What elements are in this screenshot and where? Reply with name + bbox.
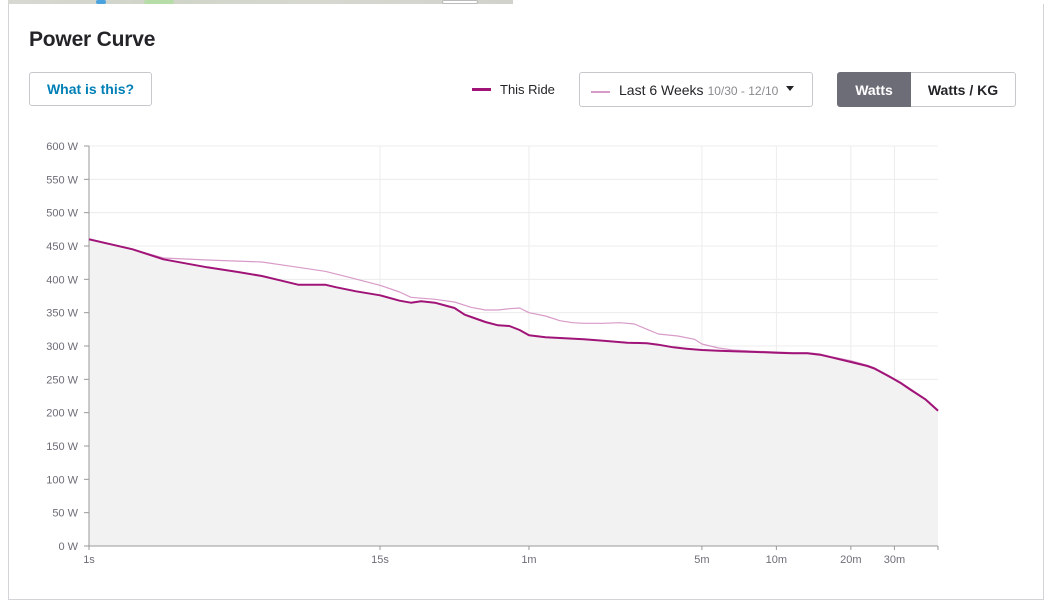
y-tick-label: 600 W [46, 141, 78, 153]
page-title: Power Curve [29, 28, 156, 51]
y-tick-label: 550 W [46, 174, 78, 186]
x-tick-label: 15s [371, 554, 389, 566]
x-tick-label: 20m [840, 554, 861, 566]
y-tick-label: 500 W [46, 208, 78, 220]
this-ride-swatch [472, 88, 491, 91]
legend-this-ride: This Ride [472, 82, 555, 97]
what-is-this-button[interactable]: What is this? [29, 72, 152, 106]
this-ride-area [89, 239, 938, 547]
map-terrain-patch [144, 0, 174, 4]
y-tick-label: 0 W [58, 541, 78, 553]
range-dates: 10/30 - 12/10 [707, 83, 779, 98]
x-tick-label: 1s [83, 554, 95, 566]
watts-toggle-button[interactable]: Watts [837, 72, 911, 107]
y-tick-label: 350 W [46, 308, 78, 320]
y-tick-label: 450 W [46, 241, 78, 253]
comparison-range-dropdown[interactable]: Last 6 Weeks 10/30 - 12/10 [579, 72, 813, 107]
y-tick-label: 200 W [46, 408, 78, 420]
y-tick-label: 300 W [46, 341, 78, 353]
chart-tick-labels: 0 W 50 W 100 W 150 W 200 W 250 W 300 W 350 W 400… [46, 141, 905, 566]
last-6-weeks-swatch [591, 90, 610, 93]
map-control [442, 0, 478, 4]
chart-series [88, 238, 939, 412]
y-tick-label: 150 W [46, 441, 78, 453]
legend-this-ride-label: This Ride [500, 82, 555, 97]
series-this-ride-line [88, 238, 939, 412]
range-label: Last 6 Weeks [619, 81, 704, 98]
y-tick-label: 400 W [46, 274, 78, 286]
x-tick-label: 30m [884, 554, 905, 566]
units-toggle: Watts Watts / KG [837, 72, 1016, 107]
x-tick-label: 1m [521, 554, 536, 566]
map-route-marker [96, 0, 106, 4]
y-tick-label: 50 W [52, 508, 78, 520]
x-tick-label: 10m [766, 554, 787, 566]
x-tick-label: 5m [694, 554, 709, 566]
map-preview-strip [8, 0, 513, 5]
watts-per-kg-toggle-button[interactable]: Watts / KG [911, 72, 1016, 107]
chart-axes [84, 145, 939, 550]
chevron-down-icon [786, 86, 795, 91]
y-tick-label: 250 W [46, 374, 78, 386]
y-tick-label: 100 W [46, 474, 78, 486]
